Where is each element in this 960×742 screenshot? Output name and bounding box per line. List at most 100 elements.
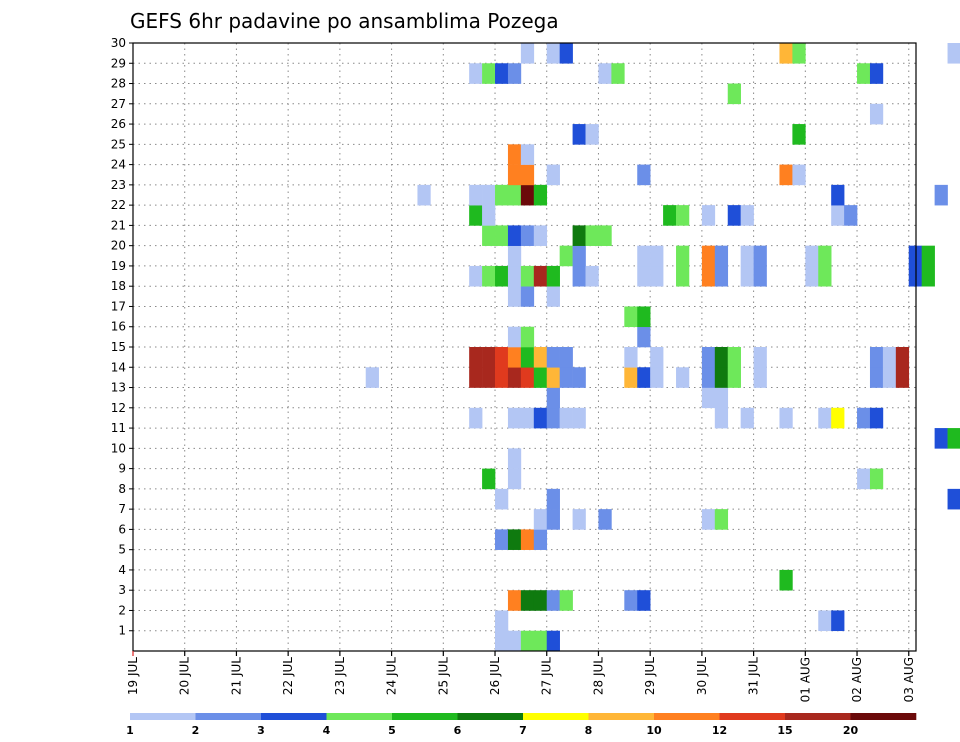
data-cell <box>637 265 651 287</box>
data-cell <box>831 407 845 429</box>
data-cell <box>676 367 690 388</box>
data-cell <box>857 468 871 490</box>
y-tick-label: 29 <box>111 56 126 70</box>
colorbar-label: 5 <box>388 724 396 737</box>
colorbar-swatch <box>523 713 589 720</box>
data-cell <box>559 43 573 64</box>
data-cell <box>701 387 716 409</box>
x-tick-label: 27 JUL <box>540 657 554 695</box>
data-cell <box>805 265 819 287</box>
data-cell <box>740 245 754 267</box>
data-cell <box>650 367 664 388</box>
data-cell <box>818 407 832 429</box>
data-cell <box>546 164 560 186</box>
data-cell <box>572 124 586 145</box>
data-cell <box>507 347 522 368</box>
data-cell <box>624 347 638 368</box>
data-cell <box>533 265 548 287</box>
data-cell <box>624 367 638 388</box>
x-tick-label: 19 JUL <box>126 657 140 695</box>
colorbar-swatch <box>326 713 393 720</box>
data-cell <box>947 488 960 510</box>
data-cell <box>701 509 716 530</box>
y-tick-label: 11 <box>111 421 126 435</box>
data-cell <box>507 63 522 84</box>
colorbar-swatch <box>457 713 524 720</box>
data-cell <box>533 184 548 206</box>
data-cell <box>947 428 960 449</box>
data-cell <box>585 124 599 145</box>
colorbar-swatch <box>785 713 851 720</box>
x-tick-label: 25 JUL <box>436 657 450 695</box>
x-tick-label: 30 JUL <box>695 657 709 695</box>
data-cell <box>572 407 586 429</box>
colorbar-label: 3 <box>257 724 265 737</box>
y-tick-label: 30 <box>111 36 126 50</box>
data-cell <box>805 245 819 267</box>
data-cell <box>882 347 897 368</box>
colorbar-swatch <box>654 713 720 720</box>
y-tick-label: 9 <box>118 462 126 476</box>
data-cell <box>818 610 832 632</box>
data-cell <box>469 184 483 206</box>
colorbar-label: 6 <box>454 724 462 737</box>
data-cell <box>637 164 651 186</box>
data-cell <box>520 43 535 64</box>
data-cell <box>546 347 560 368</box>
colorbar-swatch <box>850 713 917 720</box>
data-cell <box>740 265 754 287</box>
data-cell <box>637 245 651 267</box>
colorbar-swatch <box>130 713 196 720</box>
data-cell <box>533 529 548 550</box>
data-cell <box>559 407 573 429</box>
colorbar-swatch <box>719 713 786 720</box>
data-cell <box>895 347 910 368</box>
y-tick-label: 19 <box>111 259 126 273</box>
y-tick-label: 25 <box>111 137 126 151</box>
y-tick-label: 14 <box>111 360 126 374</box>
data-cell <box>572 367 586 388</box>
data-cell <box>753 367 767 388</box>
data-cell <box>533 367 548 388</box>
data-cell <box>495 488 509 510</box>
data-cell <box>895 367 910 388</box>
data-cell <box>507 245 522 267</box>
data-cell <box>559 245 573 267</box>
data-cell <box>818 245 832 267</box>
data-cell <box>727 367 741 388</box>
data-cell <box>482 367 496 388</box>
data-cell <box>844 205 858 226</box>
data-cell <box>792 164 806 186</box>
y-tick-label: 2 <box>118 603 126 617</box>
data-cell <box>650 245 664 267</box>
data-cell <box>546 488 560 510</box>
data-cell <box>572 509 586 530</box>
data-cell <box>482 225 496 246</box>
y-tick-label: 21 <box>111 218 126 232</box>
data-cell <box>520 590 535 611</box>
colorbar-label: 7 <box>519 724 527 737</box>
data-cell <box>482 347 496 368</box>
data-cell <box>676 205 690 226</box>
data-cell <box>495 610 509 632</box>
data-cell <box>520 367 535 388</box>
data-cell <box>779 164 793 186</box>
data-cell <box>533 407 548 429</box>
y-tick-label: 26 <box>111 117 126 131</box>
data-cell <box>714 265 729 287</box>
colorbar: 1 2 3 4 5 6 7 8 10 12 15 20 <box>126 713 917 737</box>
data-cell <box>559 367 573 388</box>
y-tick-label: 10 <box>111 441 126 455</box>
data-cell <box>546 43 560 64</box>
data-cell <box>495 63 509 84</box>
data-cell <box>714 509 729 530</box>
y-tick-label: 20 <box>111 239 126 253</box>
data-cell <box>572 245 586 267</box>
data-cell <box>507 407 522 429</box>
colorbar-label: 20 <box>843 724 859 737</box>
data-cell <box>507 286 522 307</box>
colorbar-swatch <box>195 713 262 720</box>
data-cell <box>921 265 935 287</box>
data-cell <box>507 448 522 469</box>
